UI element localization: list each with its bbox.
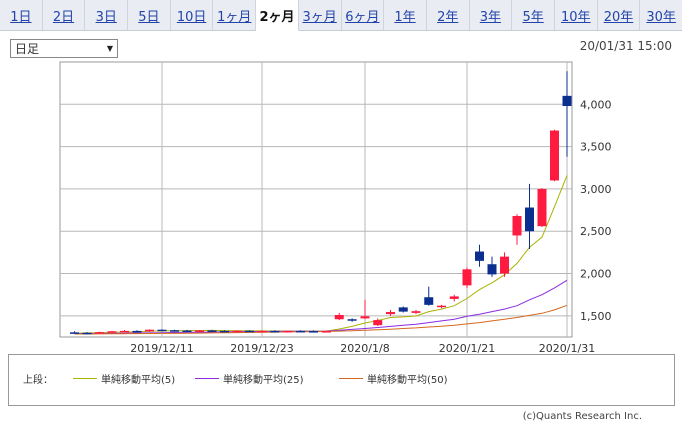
candle-body (360, 316, 370, 319)
candle-body (437, 305, 446, 308)
candle-body (232, 330, 242, 333)
tab-1[interactable]: 2日 (43, 0, 86, 30)
candle-period-value: 日足 (15, 42, 40, 56)
candle-body (157, 329, 167, 332)
legend-prefix: 上段： (23, 375, 53, 386)
tab-9[interactable]: 1年 (384, 0, 427, 30)
x-tick-label: 2020/1/31 (539, 342, 595, 354)
candle-body (347, 319, 357, 321)
legend-item-ma5: 単純移動平均(5) (73, 371, 175, 386)
candle-body (145, 329, 154, 332)
tab-4[interactable]: 10日 (171, 0, 214, 30)
candle-body (107, 331, 117, 333)
legend-label-ma50: 単純移動平均(50) (367, 375, 448, 386)
chevron-down-icon: ▼ (106, 44, 113, 53)
tab-11[interactable]: 3年 (470, 0, 513, 30)
candle-body (512, 216, 522, 236)
candle-body (283, 330, 293, 333)
plot-frame (59, 61, 573, 338)
chart-legend: 上段： 単純移動平均(5) 単純移動平均(25) 単純移動平均(50) (8, 354, 675, 406)
tab-0[interactable]: 1日 (0, 0, 43, 30)
candle-body (334, 315, 344, 320)
candle-period-select[interactable]: 日足 ▼ (10, 39, 118, 58)
price-chart: 1,500 2,000 2,500 3,000 3,500 4,000 2019/12/11… (59, 61, 612, 354)
candle-body (373, 320, 383, 326)
last-update-timestamp: 20/01/31 15:00 (579, 39, 672, 53)
tab-2[interactable]: 3日 (85, 0, 129, 30)
tab-3[interactable]: 5日 (128, 0, 171, 30)
candle-body (424, 297, 434, 305)
period-tab-bar: 1日 2日 3日 5日 10日 1ヶ月 2ヶ月 3ヶ月 6ヶ月 1年 2年 3年 5年 10年 20年 30年 (0, 0, 682, 31)
candle-body (309, 331, 318, 333)
tab-12[interactable]: 5年 (512, 0, 555, 30)
legend-label-ma5: 単純移動平均(5) (101, 375, 176, 386)
y-tick-label: 2,500 (580, 225, 612, 238)
x-tick-label: 2020/1/8 (340, 342, 389, 354)
candle-body (500, 256, 509, 274)
candle-body (95, 332, 104, 334)
tab-13[interactable]: 10年 (555, 0, 598, 30)
x-tick-label: 2019/12/23 (230, 342, 293, 354)
candle-body (462, 269, 472, 286)
candle-body (170, 330, 179, 332)
legend-swatch-ma5 (73, 378, 97, 379)
candle-body (245, 330, 254, 333)
candle-body (182, 330, 192, 333)
candle-body (195, 330, 204, 332)
candle-body (475, 251, 484, 261)
legend-item-ma50: 単純移動平均(50) (339, 371, 448, 386)
candle-body (386, 312, 395, 315)
tab-10[interactable]: 2年 (427, 0, 470, 30)
candle-body (132, 330, 142, 333)
x-tick-label: 2020/1/21 (439, 342, 495, 354)
tab-15[interactable]: 30年 (646, 9, 676, 25)
candle-body (449, 296, 459, 299)
y-tick-label: 3,000 (580, 183, 612, 196)
tab-14[interactable]: 20年 (598, 0, 641, 30)
y-tick-label: 2,000 (580, 268, 612, 281)
candle-body (487, 264, 497, 275)
candle-body (525, 207, 534, 232)
tab-8[interactable]: 6ヶ月 (342, 0, 385, 30)
y-tick-label: 4,000 (580, 98, 612, 111)
tab-5[interactable]: 1ヶ月 (213, 0, 257, 30)
candle-body (296, 330, 306, 333)
candle-body (550, 130, 559, 181)
candle-body (207, 330, 217, 332)
candle-body (537, 188, 547, 227)
copyright-notice: (c)Quants Research Inc. (522, 411, 642, 422)
legend-item-ma25: 単純移動平均(25) (195, 371, 304, 386)
tab-7[interactable]: 3ヶ月 (299, 0, 342, 30)
candle-body (70, 332, 79, 334)
candle-body (120, 330, 129, 333)
legend-label-ma25: 単純移動平均(25) (223, 375, 304, 386)
candle-body (321, 331, 331, 333)
y-tick-label: 1,500 (580, 310, 612, 323)
candle-body (562, 95, 572, 106)
legend-swatch-ma25 (195, 378, 219, 379)
candle-body (257, 330, 267, 333)
candle-body (82, 332, 92, 335)
y-tick-label: 3,500 (580, 141, 612, 154)
candle-body (270, 330, 280, 333)
moving-average-line-2 (74, 304, 568, 335)
x-tick-label: 2019/12/11 (130, 342, 193, 354)
candle-body (220, 330, 229, 333)
tab-6[interactable]: 2ヶ月 (256, 0, 299, 31)
candle-body (411, 311, 421, 313)
legend-swatch-ma50 (339, 378, 363, 379)
candle-body (398, 307, 408, 312)
